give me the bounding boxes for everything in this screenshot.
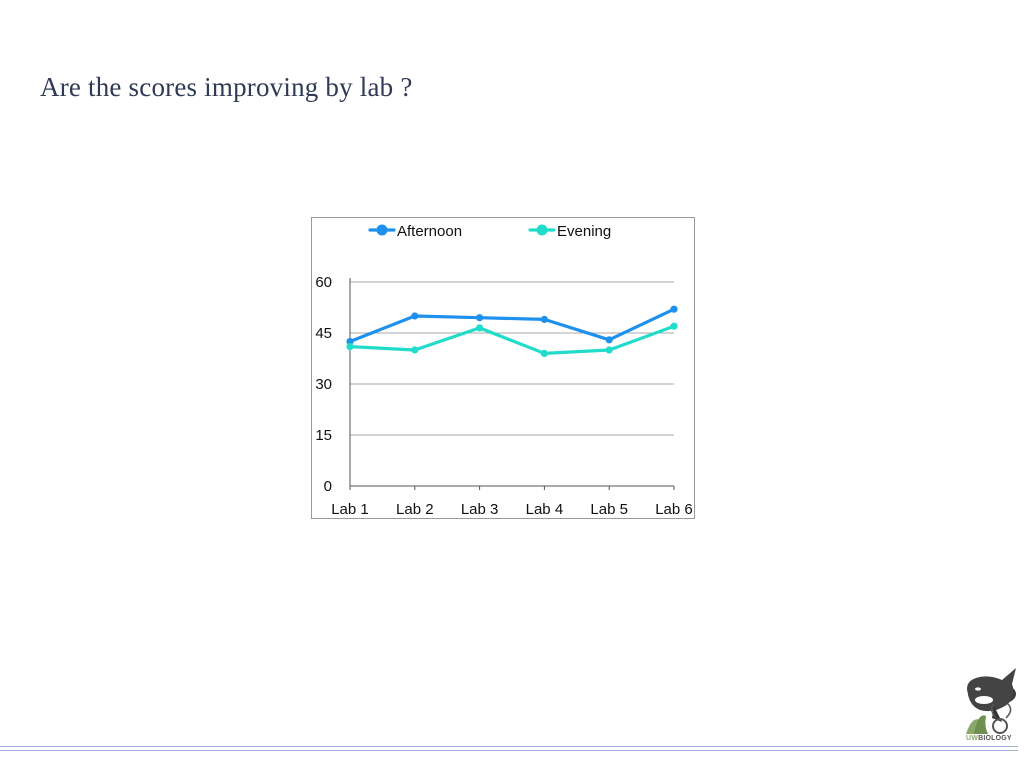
- y-tick-label: 30: [315, 376, 332, 393]
- data-point-afternoon: [605, 336, 613, 344]
- series-line-afternoon: [348, 307, 676, 344]
- x-tick-label: Lab 3: [461, 501, 499, 518]
- y-tick-label: 45: [315, 325, 332, 342]
- chart-canvas: 0 15 30 45 60 Lab 1 Lab 2 Lab 3 Lab 4 Lab 5 Lab 6 A…: [315, 223, 693, 518]
- logo-text-prefix: UW: [966, 735, 979, 742]
- data-point-evening: [540, 349, 548, 357]
- data-point-evening: [605, 346, 613, 354]
- y-tick-label: 60: [315, 274, 332, 291]
- data-point-afternoon: [411, 312, 419, 320]
- y-tick-label: 15: [315, 427, 332, 444]
- legend-label: Afternoon: [397, 223, 462, 240]
- x-tick-label: Lab 5: [590, 501, 628, 518]
- slide-title: Are the scores improving by lab ?: [40, 72, 413, 102]
- data-point-evening: [411, 346, 419, 354]
- legend-swatch-marker: [536, 224, 548, 236]
- data-point-evening: [670, 322, 678, 330]
- data-point-evening: [476, 324, 484, 332]
- x-tick-label: Lab 2: [396, 501, 434, 518]
- data-point-afternoon: [346, 337, 354, 346]
- data-point-evening: [346, 343, 354, 351]
- data-point-afternoon: [540, 315, 548, 323]
- x-tick-label: Lab 4: [526, 501, 564, 518]
- x-tick-label: Lab 6: [655, 501, 693, 518]
- data-point-afternoon: [670, 305, 678, 313]
- footer-divider: [0, 750, 1018, 751]
- legend-label: Evening: [557, 223, 611, 240]
- line-chart: 0 15 30 45 60 Lab 1 Lab 2 Lab 3 Lab 4 Lab 5 Lab 6 A…: [311, 217, 695, 519]
- y-tick-label: 0: [324, 478, 332, 495]
- footer-divider: [0, 746, 1018, 747]
- orca-logo-icon: [966, 668, 1016, 734]
- data-point-afternoon: [476, 314, 484, 322]
- logo-text-suffix: BIOLOGY: [978, 735, 1012, 742]
- x-tick-label: Lab 1: [331, 501, 369, 518]
- series-line-evening: [348, 324, 676, 355]
- logo-text: UWBIOLOGY: [966, 735, 1012, 742]
- legend-swatch-marker: [376, 224, 388, 236]
